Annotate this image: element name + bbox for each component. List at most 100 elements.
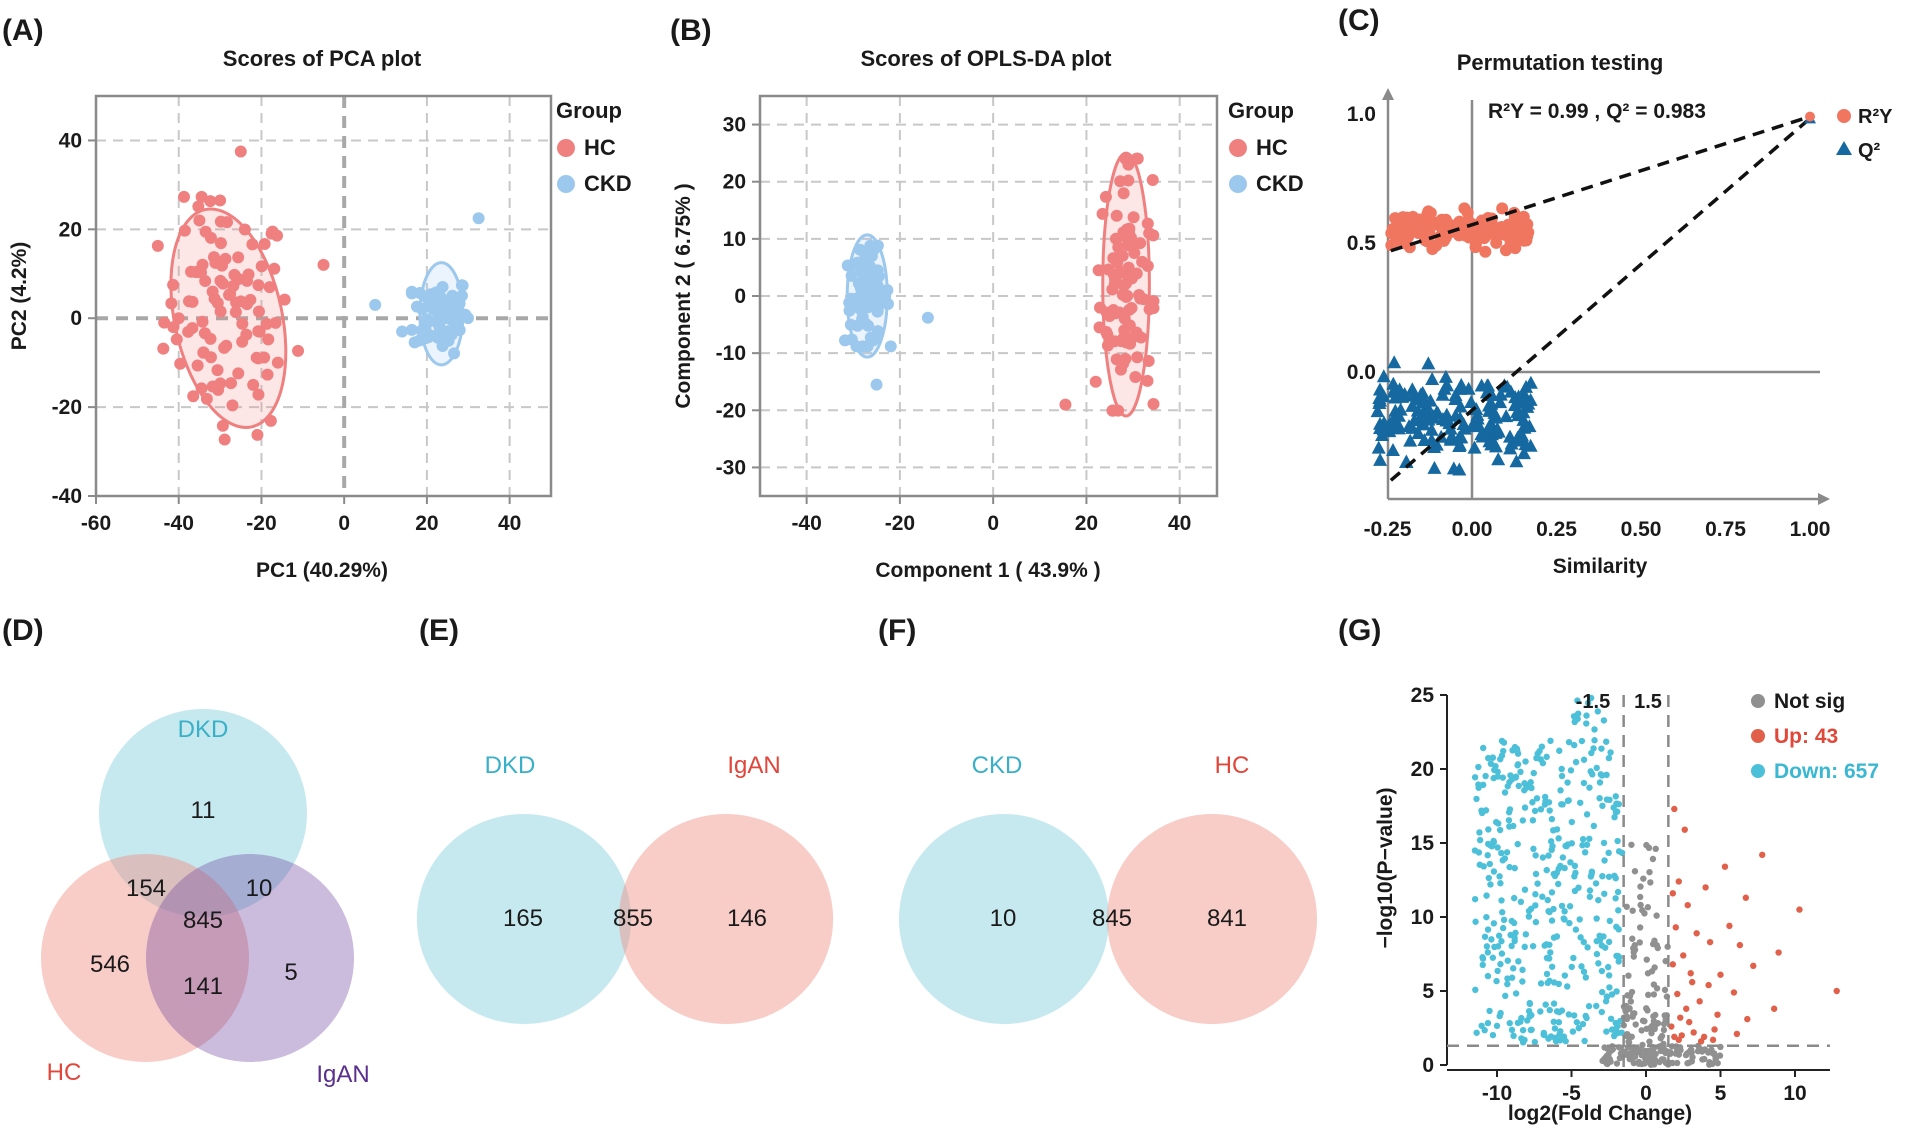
panel-a-point-hc <box>214 377 227 390</box>
panel-c-xtick: 0.75 <box>1705 518 1746 541</box>
venn-f-circle-ckd <box>899 814 1109 1024</box>
panel-b-legend-hc: HC <box>1256 135 1288 160</box>
panel-a-point-hc <box>151 239 164 252</box>
panel-g-point-notsig <box>1643 956 1650 963</box>
panel-g-point-down <box>1550 827 1557 834</box>
panel-g-point-up <box>1687 970 1694 977</box>
venn-e-value-igan: 146 <box>727 905 767 932</box>
panel-g-point-down <box>1595 896 1602 904</box>
panel-c-legend: R²Y Q² <box>1836 106 1893 162</box>
panel-b-legend: Group HC CKD <box>1228 98 1304 196</box>
panel-a-point-hc <box>216 277 229 290</box>
panel-a-point-ckd <box>424 288 437 301</box>
panel-g-ytick: 0 <box>1422 1054 1434 1077</box>
panel-g-point-down <box>1567 767 1575 774</box>
panel-g-point-notsig <box>1606 1057 1613 1064</box>
panel-g-point-down <box>1501 855 1509 862</box>
panel-g-point-down <box>1574 697 1581 704</box>
panel-b-point-hc <box>1111 268 1124 281</box>
panel-a-point-hc <box>292 344 305 357</box>
panel-g-point-down <box>1555 1019 1563 1026</box>
panel-g-point-down <box>1580 779 1588 787</box>
panel-g-point-notsig <box>1631 868 1639 875</box>
panel-b-point-hc <box>1106 404 1119 417</box>
panel-g-point-notsig <box>1660 1026 1668 1034</box>
panel-g-legend-down-marker <box>1751 764 1765 778</box>
panel-b-xtick: 20 <box>1075 512 1098 535</box>
panel-g-point-down <box>1504 980 1511 988</box>
panel-b-point-hc <box>1096 207 1109 220</box>
panel-g-point-down <box>1541 942 1548 949</box>
panel-g-point-down <box>1471 895 1479 903</box>
panel-c-point-q2 <box>1438 369 1453 383</box>
panel-c-point-q2 <box>1502 429 1517 443</box>
panel-g-point-up <box>1668 1023 1675 1030</box>
panel-g-point-down <box>1511 934 1518 942</box>
panel-b-point-hc <box>1119 352 1132 365</box>
panel-g-point-notsig <box>1688 1049 1695 1056</box>
panel-g-point-down <box>1558 765 1565 773</box>
panel-c-point-q2 <box>1376 369 1391 383</box>
panel-g-point-notsig <box>1646 1038 1653 1045</box>
panel-g-point-down <box>1598 988 1606 996</box>
panel-c-point-q2 <box>1503 441 1518 455</box>
panel-c-line-r2y <box>1390 114 1811 253</box>
panel-a-point-hc <box>264 414 277 427</box>
panel-g-point-down <box>1485 874 1493 882</box>
panel-g-point-down <box>1543 753 1550 761</box>
panel-g-point-down <box>1577 799 1584 806</box>
panel-g-point-down <box>1517 898 1525 906</box>
panel-g-point-up <box>1696 998 1703 1005</box>
venn-d-value-igan-only: 5 <box>284 959 297 986</box>
panel-b-title: Scores of OPLS-DA plot <box>861 46 1113 71</box>
panel-g-point-down <box>1548 917 1556 924</box>
panel-c-point-q2 <box>1516 412 1531 426</box>
panel-g-point-notsig <box>1628 841 1635 848</box>
panel-a-legend: Group HC CKD <box>556 98 632 196</box>
panel-g-point-down <box>1510 965 1517 972</box>
panel-c-point-q2 <box>1522 419 1537 433</box>
panel-g-point-down <box>1580 938 1587 946</box>
panel-g-point-down <box>1478 1022 1485 1029</box>
panel-g-point-down <box>1561 916 1568 923</box>
panel-a-point-hc <box>196 315 209 328</box>
panel-c-point-q2 <box>1443 421 1458 435</box>
panel-b-point-hc <box>1129 371 1142 384</box>
panel-a-point-hc <box>258 351 271 364</box>
panel-c-point-q2 <box>1515 428 1530 442</box>
panel-c-point-q2 <box>1484 396 1499 410</box>
panel-b-point-ckd <box>843 304 856 317</box>
venn-e-circle-dkd <box>416 813 632 1025</box>
panel-c-xtick: -0.25 <box>1364 518 1412 541</box>
panel-a-point-hc <box>192 200 205 213</box>
panel-g-point-down <box>1593 950 1601 958</box>
panel-g-point-down <box>1583 712 1590 719</box>
panel-g-point-down <box>1574 710 1582 717</box>
panel-f: (F) CKD HC 10 845 841 <box>878 614 1317 1024</box>
panel-g-point-down <box>1565 797 1572 804</box>
panel-b-xtick: 0 <box>987 512 999 535</box>
panel-g-point-down <box>1614 837 1621 845</box>
panel-c-point-q2 <box>1444 429 1459 443</box>
panel-g-point-down <box>1589 771 1596 778</box>
panel-a-label: (A) <box>2 14 44 47</box>
panel-b-point-hc <box>1108 335 1121 348</box>
panel-g-point-down <box>1596 932 1603 939</box>
panel-g-point-down <box>1508 1026 1516 1034</box>
panel-c-point-r2y <box>1402 218 1415 231</box>
panel-g-point-down <box>1579 836 1587 843</box>
panel-g-point-down <box>1490 868 1498 875</box>
panel-g-point-notsig <box>1629 907 1636 914</box>
panel-a-point-hc <box>230 296 243 309</box>
panel-b-point-ckd <box>856 255 869 268</box>
panel-g-xtick: 5 <box>1715 1082 1727 1105</box>
panel-g-point-down <box>1489 954 1497 961</box>
panel-g-point-up <box>1742 894 1750 901</box>
panel-b-point-hc <box>1110 209 1123 222</box>
panel-g-point-notsig <box>1647 879 1654 886</box>
panel-a: (A) Scores of PCA plot -60 -40 -20 0 20 40 -40… <box>2 14 632 582</box>
panel-g-point-down <box>1519 1026 1527 1034</box>
panel-g-point-down <box>1479 781 1487 789</box>
panel-g-point-down <box>1527 1026 1534 1034</box>
panel-g-point-down <box>1486 1007 1493 1015</box>
